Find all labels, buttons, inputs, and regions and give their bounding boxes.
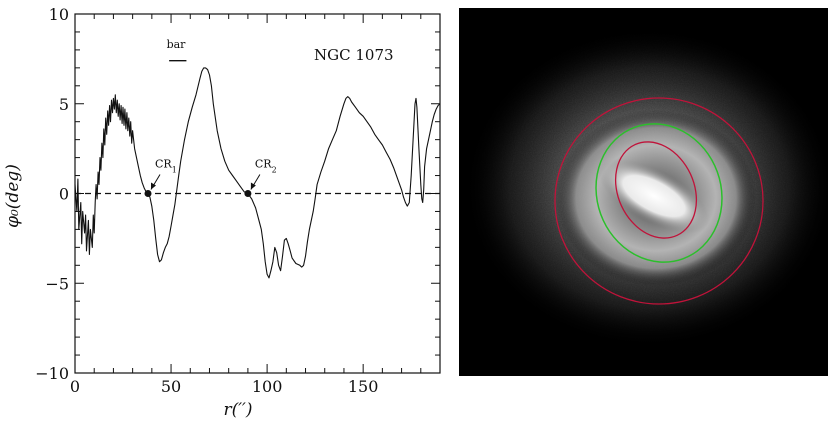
y-tick-label: 10 bbox=[49, 5, 69, 24]
tick-marks-group bbox=[74, 13, 441, 374]
inner-red-ellipse bbox=[614, 141, 698, 239]
green-ellipse bbox=[595, 123, 723, 263]
central-bar bbox=[597, 158, 711, 234]
corotation-label: CR2 bbox=[255, 158, 277, 175]
annotation-arrowhead bbox=[151, 182, 156, 190]
corotation-point bbox=[244, 190, 252, 197]
x-tick-label: 150 bbox=[348, 377, 379, 396]
y-tick-label: −10 bbox=[35, 364, 69, 383]
text-layer: NGC 1073 r(′′) φ₀(deg) bar 0 50 100 150−10−… bbox=[3, 5, 394, 420]
phase-curve bbox=[74, 67, 441, 279]
galaxy-image-panel bbox=[459, 8, 828, 376]
chart-title: NGC 1073 bbox=[314, 46, 394, 64]
outer-red-circle bbox=[554, 97, 764, 305]
x-tick-label: 0 bbox=[70, 377, 80, 396]
y-tick-label: −5 bbox=[45, 274, 69, 293]
data-layer bbox=[74, 59, 441, 279]
y-tick-label: 5 bbox=[59, 95, 69, 114]
corotation-label: CR1 bbox=[155, 158, 177, 175]
corotation-point bbox=[144, 190, 152, 197]
x-axis-label: r(′′) bbox=[223, 400, 252, 420]
galaxy-image bbox=[459, 8, 828, 376]
annotation-arrowhead bbox=[250, 182, 256, 190]
y-axis-label: φ₀(deg) bbox=[3, 164, 23, 228]
x-tick-label: 50 bbox=[161, 377, 181, 396]
x-tick-label: 100 bbox=[252, 377, 283, 396]
y-tick-label: 0 bbox=[59, 185, 69, 204]
bar-label: bar bbox=[167, 38, 187, 51]
